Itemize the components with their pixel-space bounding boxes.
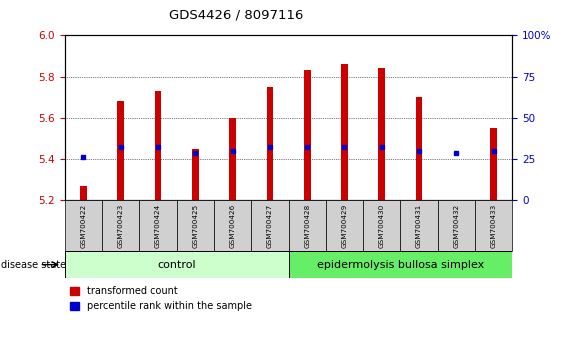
Bar — [80, 185, 87, 200]
Text: GSM700423: GSM700423 — [118, 204, 124, 248]
FancyBboxPatch shape — [400, 200, 438, 251]
Text: GSM700430: GSM700430 — [379, 204, 385, 248]
Text: control: control — [157, 259, 196, 270]
FancyBboxPatch shape — [363, 200, 400, 251]
Bar — [304, 70, 311, 200]
FancyBboxPatch shape — [326, 200, 363, 251]
Bar — [266, 87, 273, 200]
Bar — [341, 64, 348, 200]
FancyBboxPatch shape — [251, 200, 289, 251]
FancyBboxPatch shape — [214, 200, 251, 251]
FancyBboxPatch shape — [65, 251, 289, 278]
Bar — [117, 101, 124, 200]
Text: disease state: disease state — [1, 259, 66, 270]
FancyBboxPatch shape — [475, 200, 512, 251]
Bar — [192, 149, 199, 200]
FancyBboxPatch shape — [289, 200, 326, 251]
Text: epidermolysis bullosa simplex: epidermolysis bullosa simplex — [317, 259, 484, 270]
FancyBboxPatch shape — [177, 200, 214, 251]
Text: GSM700432: GSM700432 — [453, 204, 459, 248]
Text: GSM700427: GSM700427 — [267, 204, 273, 248]
Text: GSM700426: GSM700426 — [230, 204, 235, 248]
FancyBboxPatch shape — [140, 200, 177, 251]
Text: GSM700429: GSM700429 — [342, 204, 347, 248]
Text: GSM700424: GSM700424 — [155, 204, 161, 248]
Text: GSM700431: GSM700431 — [416, 204, 422, 248]
Bar — [155, 91, 162, 200]
Text: GSM700422: GSM700422 — [81, 204, 86, 248]
Bar — [490, 128, 497, 200]
Text: GSM700433: GSM700433 — [491, 204, 497, 248]
FancyBboxPatch shape — [289, 251, 512, 278]
Legend: transformed count, percentile rank within the sample: transformed count, percentile rank withi… — [70, 286, 252, 311]
FancyBboxPatch shape — [65, 200, 102, 251]
Bar — [415, 97, 422, 200]
FancyBboxPatch shape — [102, 200, 140, 251]
Text: GSM700425: GSM700425 — [193, 204, 198, 248]
Bar — [378, 68, 385, 200]
Text: GSM700428: GSM700428 — [304, 204, 310, 248]
FancyBboxPatch shape — [438, 200, 475, 251]
Bar — [229, 118, 236, 200]
Text: GDS4426 / 8097116: GDS4426 / 8097116 — [169, 9, 303, 22]
